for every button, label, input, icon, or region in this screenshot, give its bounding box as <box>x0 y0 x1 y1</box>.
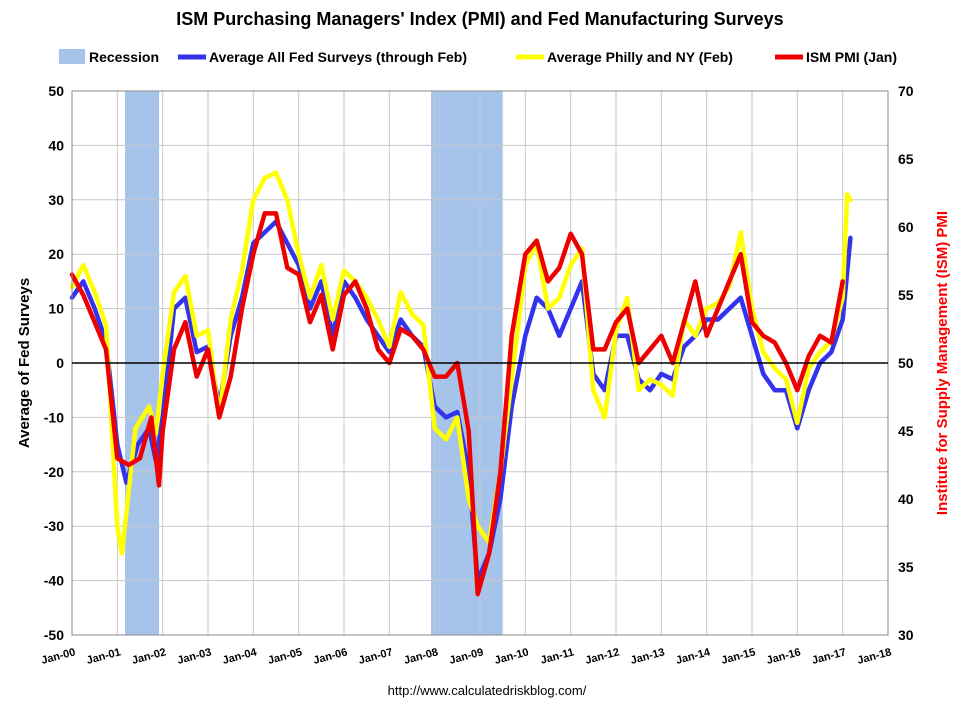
x-tick: Jan-08 <box>403 646 440 667</box>
legend-label-fed: Average All Fed Surveys (through Feb) <box>209 49 467 65</box>
x-tick: Jan-18 <box>856 646 893 667</box>
y-tick-left: 30 <box>48 192 64 208</box>
x-tick: Jan-09 <box>448 646 485 667</box>
y-tick-right: 60 <box>898 219 914 235</box>
x-tick: Jan-03 <box>176 646 213 667</box>
x-tick: Jan-11 <box>539 646 575 666</box>
y-axis-label-right: Institute for Supply Management (ISM) PM… <box>934 211 951 515</box>
x-tick: Jan-13 <box>629 646 666 667</box>
y-axis-label-left: Average of Fed Surveys <box>16 278 33 448</box>
y-tick-left: 0 <box>56 355 64 371</box>
y-tick-right: 40 <box>898 491 914 507</box>
y-tick-right: 50 <box>898 355 914 371</box>
y-tick-right: 35 <box>898 559 914 575</box>
y-tick-left: -10 <box>44 409 64 425</box>
x-tick: Jan-10 <box>493 646 530 667</box>
series-line-ism <box>69 211 845 597</box>
x-tick: Jan-01 <box>85 646 122 667</box>
y-tick-left: -30 <box>44 518 64 534</box>
x-tick: Jan-16 <box>765 646 802 667</box>
y-tick-left: 20 <box>48 246 64 262</box>
y-tick-right: 45 <box>898 423 914 439</box>
x-tick: Jan-12 <box>584 646 621 667</box>
x-tick: Jan-05 <box>267 646 304 667</box>
y-tick-left: -40 <box>44 573 64 589</box>
series-line-fed <box>69 219 853 583</box>
y-tick-right: 65 <box>898 151 914 167</box>
y-tick-left: -50 <box>44 627 64 643</box>
series-group <box>69 170 853 597</box>
legend-swatch-recession <box>59 49 85 64</box>
y-tick-right: 70 <box>898 83 914 99</box>
y-tick-right: 55 <box>898 287 914 303</box>
x-tick: Jan-06 <box>312 646 349 667</box>
legend: Recession Average All Fed Surveys (throu… <box>59 49 897 65</box>
legend-label-philly: Average Philly and NY (Feb) <box>547 49 733 65</box>
x-tick: Jan-04 <box>221 646 259 667</box>
x-tick: Jan-14 <box>675 646 713 667</box>
legend-label-ism: ISM PMI (Jan) <box>806 49 897 65</box>
x-tick: Jan-17 <box>811 646 848 667</box>
x-tick: Jan-00 <box>40 646 77 667</box>
axes <box>71 90 889 636</box>
y-tick-left: 50 <box>48 83 64 99</box>
x-tick: Jan-15 <box>720 646 757 667</box>
y-tick-left: 40 <box>48 137 64 153</box>
y-tick-right: 30 <box>898 627 914 643</box>
legend-label-recession: Recession <box>89 49 159 65</box>
chart-title: ISM Purchasing Managers' Index (PMI) and… <box>176 9 783 29</box>
y-tick-left: 10 <box>48 301 64 317</box>
y-tick-left: -20 <box>44 464 64 480</box>
x-tick: Jan-02 <box>131 646 168 667</box>
x-tick: Jan-07 <box>357 646 394 667</box>
source-footer: http://www.calculatedriskblog.com/ <box>388 683 587 698</box>
